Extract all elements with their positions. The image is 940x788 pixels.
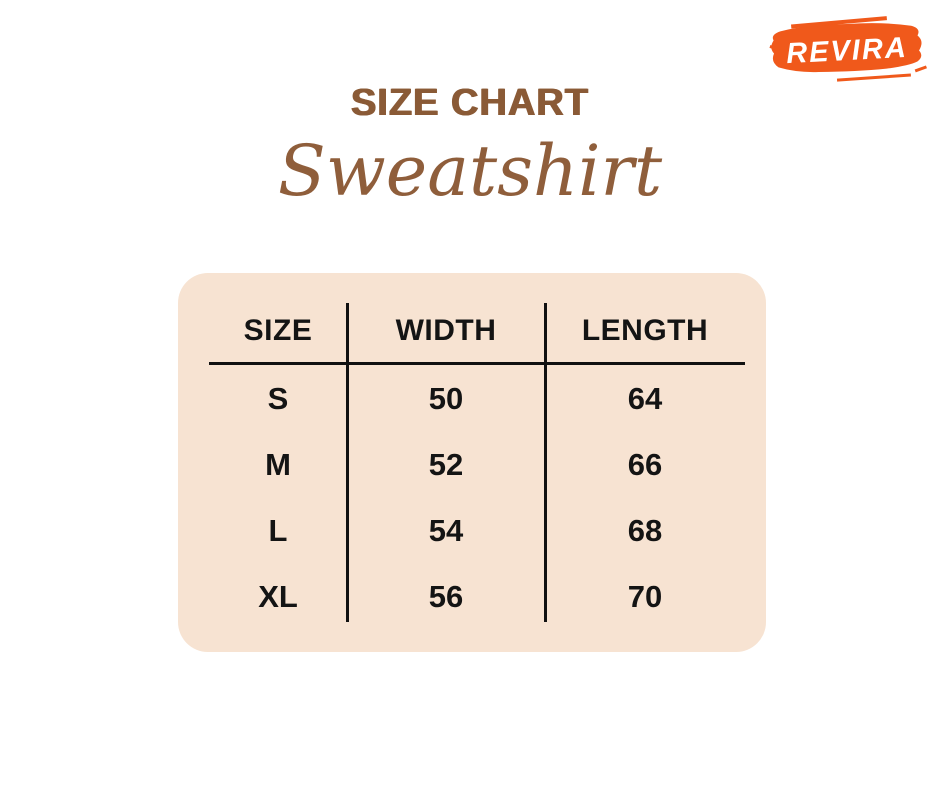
length-cell: 70 [627,579,663,614]
table-row: XL 56 70 [209,564,745,630]
header-divider-line [209,362,745,365]
size-cell: XL [258,579,298,614]
size-cell: M [265,447,291,482]
column-header-width: WIDTH [395,314,497,347]
page-subtitle: Sweatshirt [277,130,663,212]
size-cell: S [267,381,289,416]
width-cell: 56 [428,579,464,614]
length-cell: 68 [627,513,663,548]
column-divider-line [544,303,547,622]
width-cell: 50 [428,381,464,416]
table-header-row: SIZE WIDTH LENGTH [209,300,745,362]
width-cell: 54 [428,513,464,548]
column-divider-line [346,303,349,622]
width-cell: 52 [428,447,464,482]
brush-stroke-icon: REVIRA [769,16,927,82]
length-cell: 64 [627,381,663,416]
column-header-size: SIZE [243,314,313,347]
table-row: M 52 66 [209,432,745,498]
table-row: S 50 64 [209,366,745,432]
brand-logo: REVIRA [766,14,928,88]
page-title: SIZE CHART [351,82,589,124]
table-row: L 54 68 [209,498,745,564]
size-table-panel: SIZE WIDTH LENGTH S 50 64 M 52 66 L 54 6… [178,273,766,652]
column-header-length: LENGTH [581,314,709,347]
length-cell: 66 [627,447,663,482]
brand-name: REVIRA [785,32,908,70]
size-cell: L [268,513,288,548]
